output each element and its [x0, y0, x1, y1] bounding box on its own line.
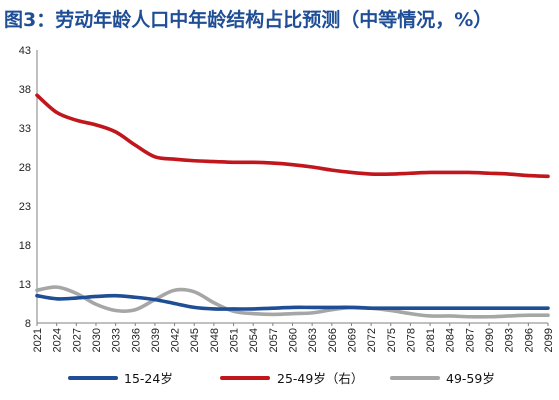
x-tick-label: 2063	[307, 328, 319, 352]
x-tick-label: 2039	[150, 328, 162, 352]
x-tick-label: 2024	[52, 328, 64, 352]
x-tick-label: 2081	[425, 328, 437, 352]
chart-title: 图3：劳动年龄人口中年龄结构占比预测（中等情况，%）	[4, 9, 493, 31]
legend-item-25-49: 25-49岁（右）	[220, 371, 363, 386]
x-tick-label: 2042	[170, 328, 182, 352]
x-tick-label: 2036	[130, 328, 142, 352]
chart-legend: 15-24岁 25-49岁（右） 49-59岁	[68, 371, 495, 386]
x-tick-label: 2090	[484, 328, 496, 352]
y-tick-label: 8	[25, 318, 31, 330]
x-tick-label: 2060	[288, 328, 300, 352]
x-tick-label: 2099	[543, 328, 555, 352]
y-tick-label: 23	[19, 201, 31, 213]
x-tick-label: 2087	[464, 328, 476, 352]
y-axis-ticks: 8 13 18 23 28 33 38 43	[19, 45, 31, 330]
chart-axes	[36, 50, 548, 324]
x-tick-label: 2027	[71, 328, 83, 352]
x-tick-label: 2057	[268, 328, 280, 352]
y-tick-label: 43	[19, 45, 31, 57]
x-tick-label: 2045	[189, 328, 201, 352]
x-tick-label: 2075	[386, 328, 398, 352]
series-line-25-49	[35, 93, 550, 179]
chart-series	[35, 93, 550, 319]
x-axis-ticks: 2021 2024 2027 2030 2033 2036 2039 2042 2045 2048…	[32, 323, 555, 352]
x-tick-label: 2021	[32, 328, 44, 352]
x-tick-label: 2030	[91, 328, 103, 352]
legend-label: 15-24岁	[124, 371, 173, 386]
series-line-49-59	[35, 285, 550, 319]
y-tick-label: 18	[19, 240, 31, 252]
x-tick-label: 2051	[229, 328, 241, 352]
y-tick-label: 28	[19, 162, 31, 174]
x-tick-label: 2093	[504, 328, 516, 352]
x-tick-label: 2033	[111, 328, 123, 352]
y-tick-label: 33	[19, 123, 31, 135]
y-tick-label: 13	[19, 279, 31, 291]
x-tick-label: 2072	[366, 328, 378, 352]
x-tick-label: 2069	[346, 328, 358, 352]
legend-item-15-24: 15-24岁	[68, 371, 173, 386]
x-tick-label: 2054	[248, 328, 260, 352]
series-line-15-24	[35, 293, 550, 311]
x-tick-label: 2084	[445, 328, 457, 352]
x-tick-label: 2048	[209, 328, 221, 352]
legend-label: 25-49岁（右）	[277, 371, 363, 386]
x-tick-label: 2096	[523, 328, 535, 352]
x-tick-label: 2066	[327, 328, 339, 352]
y-tick-label: 38	[19, 84, 31, 96]
x-tick-label: 2078	[405, 328, 417, 352]
legend-item-49-59: 49-59岁	[390, 371, 495, 386]
legend-label: 49-59岁	[446, 371, 495, 386]
